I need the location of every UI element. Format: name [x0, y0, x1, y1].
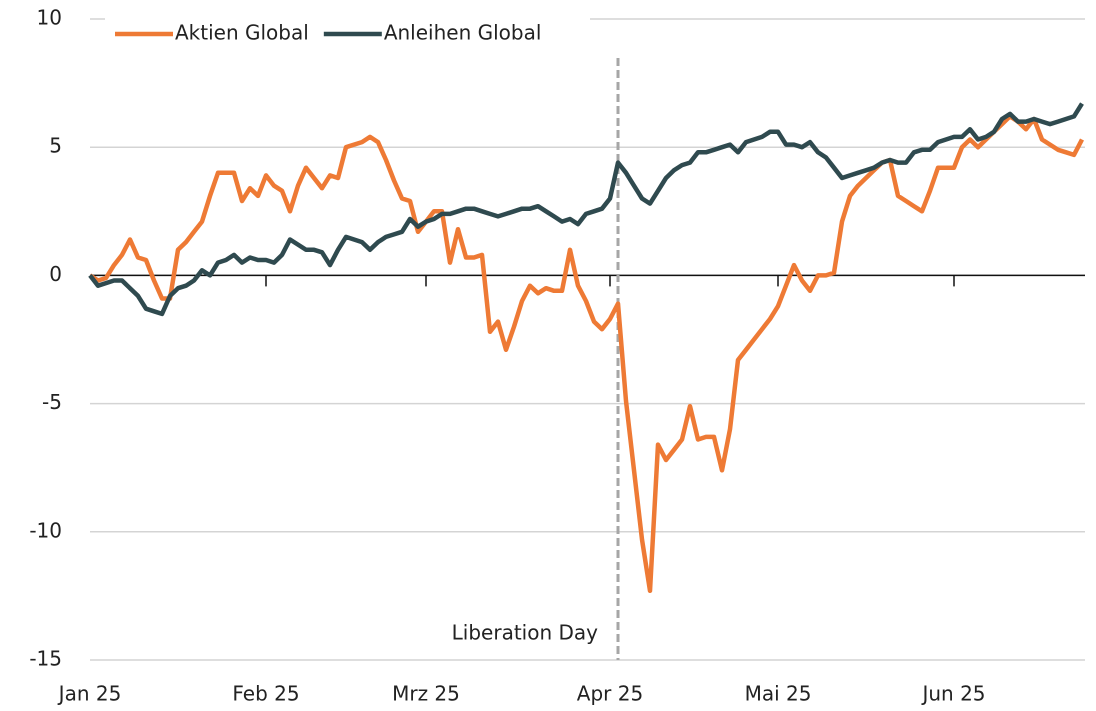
- y-tick-label: -10: [29, 518, 62, 542]
- y-tick-label: -15: [29, 647, 62, 671]
- y-tick-label: 5: [49, 134, 62, 158]
- legend-label: Anleihen Global: [384, 21, 542, 45]
- series-line: [88, 102, 1084, 317]
- y-tick-label: -5: [42, 390, 62, 414]
- x-tick-label: Mrz 25: [392, 682, 460, 706]
- annotation-label: Liberation Day: [452, 621, 599, 645]
- y-tick-label: 10: [37, 6, 62, 30]
- series-line: [88, 114, 1084, 594]
- legend: Aktien Global Anleihen Global: [105, 12, 590, 54]
- x-tick-label: Mai 25: [745, 682, 812, 706]
- y-tick-label: 0: [49, 262, 62, 286]
- x-tick-label: Apr 25: [577, 682, 643, 706]
- x-tick-label: Jan 25: [57, 682, 122, 706]
- x-tick-label: Feb 25: [232, 682, 299, 706]
- legend-label: Aktien Global: [175, 21, 309, 45]
- x-tick-label: Jun 25: [920, 682, 985, 706]
